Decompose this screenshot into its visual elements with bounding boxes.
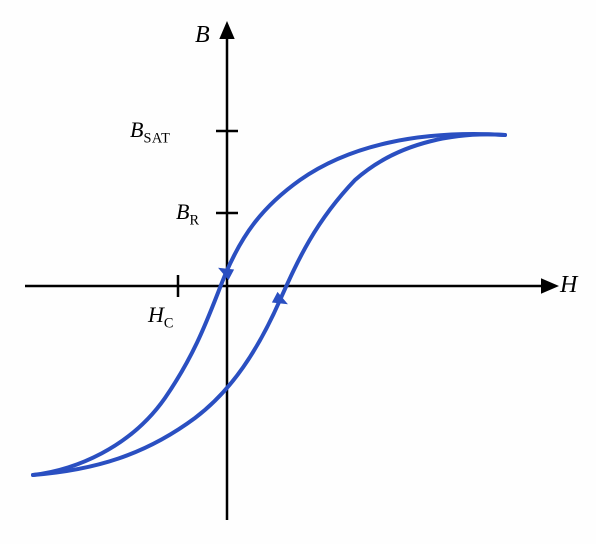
hysteresis-diagram: B H BSAT BR HC (0, 0, 596, 544)
y-axis-label: B (195, 22, 210, 49)
diagram-svg (0, 0, 596, 544)
x-axis-label: H (560, 272, 577, 299)
hc-label: HC (148, 302, 174, 332)
bsat-label: BSAT (130, 117, 170, 147)
br-label: BR (176, 199, 200, 229)
